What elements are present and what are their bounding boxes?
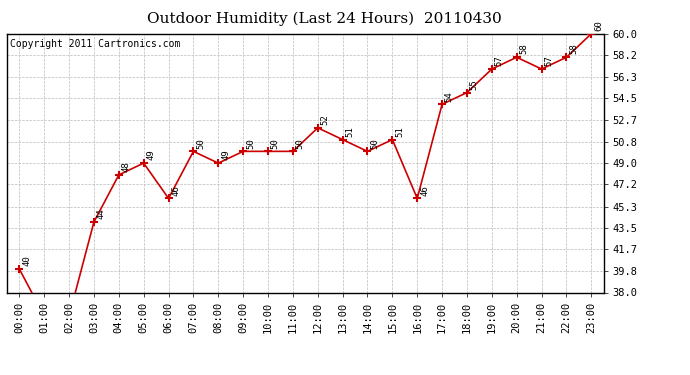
Text: 36: 36: [0, 374, 1, 375]
Text: 54: 54: [445, 91, 454, 102]
Text: 44: 44: [97, 209, 106, 219]
Text: 46: 46: [171, 185, 180, 196]
Text: 58: 58: [569, 44, 578, 54]
Text: 60: 60: [594, 20, 603, 31]
Text: 58: 58: [520, 44, 529, 54]
Text: 57: 57: [495, 56, 504, 66]
Text: Outdoor Humidity (Last 24 Hours)  20110430: Outdoor Humidity (Last 24 Hours) 2011043…: [147, 11, 502, 26]
Text: 49: 49: [146, 150, 155, 160]
Text: 40: 40: [22, 255, 31, 266]
Text: 55: 55: [470, 79, 479, 90]
Text: Copyright 2011 Cartronics.com: Copyright 2011 Cartronics.com: [10, 39, 180, 49]
Text: 46: 46: [420, 185, 429, 196]
Text: 50: 50: [296, 138, 305, 148]
Text: 51: 51: [395, 126, 404, 137]
Text: 48: 48: [121, 161, 130, 172]
Text: 51: 51: [346, 126, 355, 137]
Text: 50: 50: [371, 138, 380, 148]
Text: 52: 52: [321, 114, 330, 125]
Text: 50: 50: [246, 138, 255, 148]
Text: 57: 57: [544, 56, 553, 66]
Text: 36: 36: [0, 374, 1, 375]
Text: 49: 49: [221, 150, 230, 160]
Text: 50: 50: [270, 138, 280, 148]
Text: 50: 50: [196, 138, 205, 148]
